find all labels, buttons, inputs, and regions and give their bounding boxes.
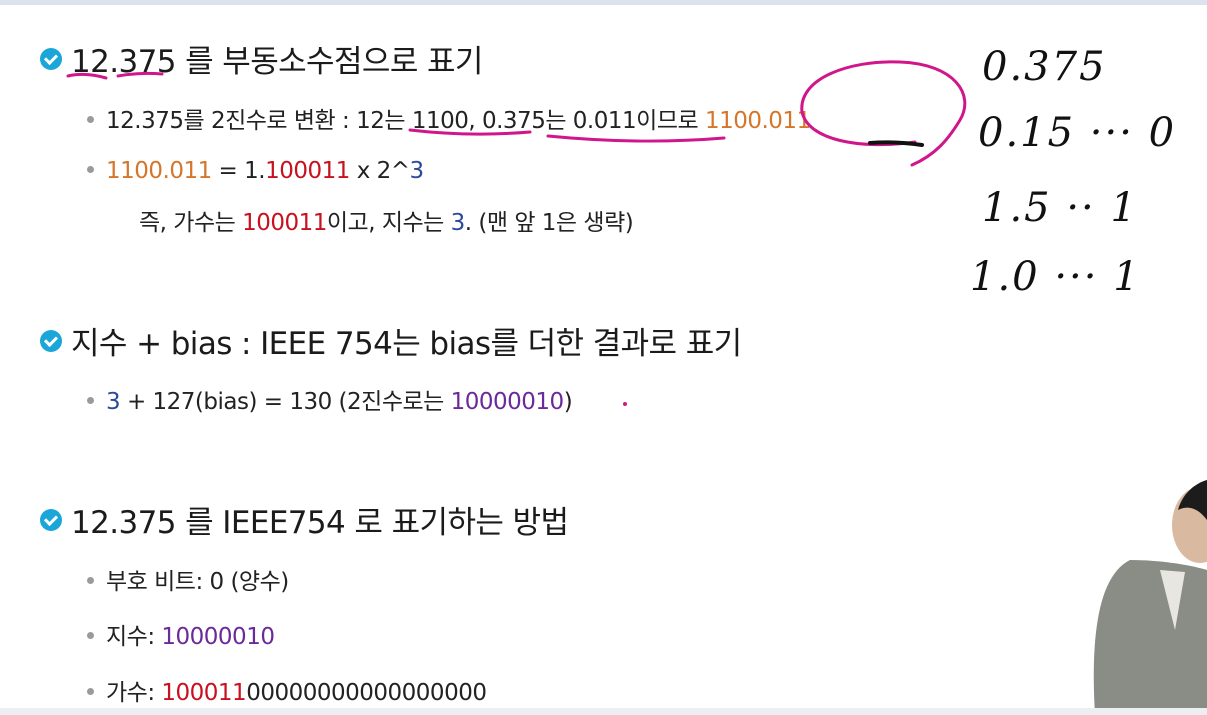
mantissa-label: 가수:	[106, 680, 162, 706]
handwritten-line-3: 1.5 ·· 1	[982, 185, 1138, 231]
bias-binary: 10000010	[450, 389, 565, 415]
check-bullet-icon	[40, 508, 62, 531]
section3-mantissa: 가수: 10001100000000000000000	[87, 673, 487, 707]
binary-0375: 0.375는 0.011	[481, 108, 637, 134]
explain-exponent: 3	[450, 210, 466, 236]
normalized-exponent: 3	[409, 158, 425, 184]
presenter-video	[1090, 480, 1207, 715]
sign-label: 부호 비트:	[106, 569, 210, 595]
section1-heading-text: 12.375 를 부동소수점으로 표기	[71, 44, 483, 80]
bottom-border	[0, 708, 1207, 715]
section1-bullet-explanation: 즉, 가수는 100011이고, 지수는 3. (맨 앞 1은 생략)	[139, 203, 634, 237]
section1-bullet-normalized: 1100.011 = 1.100011 x 2^3	[87, 158, 424, 184]
red-dot-mark	[623, 402, 627, 406]
mantissa-value-red: 100011	[161, 680, 247, 706]
handwritten-line-2: 0.15 ··· 0	[978, 110, 1177, 156]
section1-bullet-binary-conversion: 12.375를 2진수로 변환 : 12는 1100, 0.375는 0.011…	[87, 101, 811, 135]
explain-a: 즉, 가수는	[139, 210, 243, 236]
explain-mantissa: 100011	[242, 210, 327, 236]
check-bullet-icon	[40, 47, 62, 70]
binary-12: 12는 1100	[356, 108, 469, 134]
presenter-hair	[1178, 480, 1207, 520]
bullet-dot-icon	[87, 116, 94, 123]
sign-value: 0 (양수)	[209, 569, 290, 595]
bullet-dot-icon	[87, 688, 94, 695]
bullet-dot-icon	[87, 397, 94, 404]
black-underline-011	[868, 140, 924, 147]
bias-close: )	[563, 389, 573, 415]
circle-annotation-lower	[800, 110, 917, 147]
section2-heading: 지수 + bias : IEEE 754는 bias를 더한 결과로 표기	[40, 318, 742, 363]
section1-heading: 12.375 를 부동소수점으로 표기	[40, 36, 483, 81]
bias-exponent: 3	[106, 389, 121, 415]
bullet-dot-icon	[87, 632, 94, 639]
normalized-source: 1100.011	[106, 158, 212, 184]
normalized-mantissa: 100011	[265, 158, 350, 184]
section3-exponent: 지수: 10000010	[87, 617, 275, 651]
explain-e: . (맨 앞 1은 생략)	[464, 210, 634, 236]
binary-therefore: 이므로	[636, 108, 705, 134]
mantissa-value-rest: 00000000000000000	[246, 680, 487, 706]
exponent-label: 지수:	[106, 624, 162, 650]
bullet-dot-icon	[87, 577, 94, 584]
section3-sign-bit: 부호 비트: 0 (양수)	[87, 562, 289, 596]
underline-0375-stroke	[546, 134, 726, 143]
binary-comma: ,	[468, 108, 482, 134]
top-border	[0, 0, 1207, 5]
presenter-suit	[1093, 560, 1207, 715]
binary-prefix: 12.375를 2진수로 변환 :	[106, 108, 357, 134]
bias-text: + 127(bias) = 130 (2진수로는	[120, 389, 451, 415]
bullet-dot-icon	[87, 166, 94, 173]
section3-heading: 12.375 를 IEEE754 로 표기하는 방법	[40, 497, 569, 542]
section3-heading-text: 12.375 를 IEEE754 로 표기하는 방법	[71, 505, 569, 541]
binary-result: 1100.011	[704, 108, 811, 134]
circle-annotation-upper	[800, 60, 967, 167]
section2-heading-text: 지수 + bias : IEEE 754는 bias를 더한 결과로 표기	[71, 326, 742, 362]
presenter-shirt	[1160, 570, 1185, 630]
handwritten-line-1: 0.375	[982, 44, 1107, 90]
explain-c: 이고, 지수는	[326, 210, 451, 236]
handwritten-line-4: 1.0 ··· 1	[970, 254, 1141, 300]
normalized-times: x 2^	[349, 158, 410, 184]
exponent-value: 10000010	[161, 624, 275, 650]
check-bullet-icon	[40, 329, 62, 352]
normalized-eq: = 1.	[211, 158, 266, 184]
section2-bullet-bias: 3 + 127(bias) = 130 (2진수로는 10000010)	[87, 382, 573, 416]
